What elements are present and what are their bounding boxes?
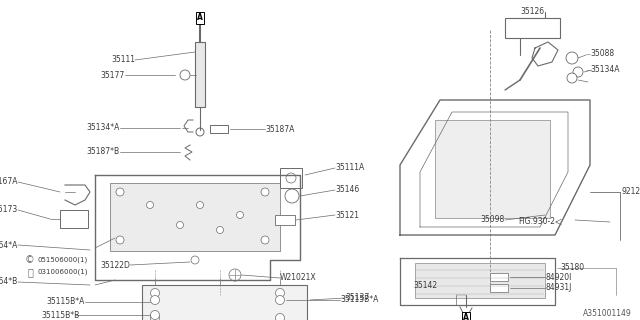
Circle shape — [150, 314, 159, 320]
Circle shape — [237, 212, 243, 219]
Text: A: A — [197, 13, 203, 22]
Circle shape — [216, 227, 223, 234]
Circle shape — [261, 188, 269, 196]
Text: 84920I: 84920I — [545, 273, 572, 282]
Bar — [505, 18, 560, 38]
Text: 35187A: 35187A — [265, 124, 294, 133]
Circle shape — [275, 289, 285, 298]
Circle shape — [150, 310, 159, 319]
Circle shape — [573, 67, 583, 77]
Text: 35098: 35098 — [481, 215, 505, 225]
Text: W21021X: W21021X — [280, 274, 317, 283]
Circle shape — [275, 314, 285, 320]
Circle shape — [286, 173, 296, 183]
Circle shape — [285, 189, 299, 203]
Bar — [490, 284, 508, 292]
Text: 051506000(1): 051506000(1) — [38, 257, 88, 263]
Circle shape — [150, 295, 159, 305]
Bar — [415, 263, 545, 298]
Text: 35121: 35121 — [335, 211, 359, 220]
Text: 35173: 35173 — [0, 205, 18, 214]
Text: ©: © — [25, 255, 35, 265]
Text: FIG.930-2: FIG.930-2 — [518, 218, 555, 227]
Text: 35167A: 35167A — [0, 178, 18, 187]
Bar — [435, 120, 550, 218]
Text: 92122C: 92122C — [622, 188, 640, 196]
Circle shape — [191, 256, 199, 264]
Circle shape — [196, 202, 204, 209]
Bar — [142, 285, 307, 320]
Text: 35126: 35126 — [520, 7, 544, 17]
Circle shape — [177, 221, 184, 228]
Circle shape — [147, 202, 154, 209]
Text: 35088: 35088 — [590, 50, 614, 59]
Circle shape — [180, 70, 190, 80]
Text: 84931J: 84931J — [545, 284, 572, 292]
Text: 35134A: 35134A — [590, 66, 620, 75]
Circle shape — [116, 188, 124, 196]
Text: 35177: 35177 — [100, 70, 125, 79]
Circle shape — [150, 289, 159, 298]
Text: 35122D: 35122D — [100, 260, 130, 269]
Circle shape — [229, 269, 241, 281]
Text: 35115B*B: 35115B*B — [42, 310, 80, 319]
Text: 031006000(1): 031006000(1) — [38, 269, 88, 275]
Text: Ⓜ: Ⓜ — [27, 267, 33, 277]
Circle shape — [566, 52, 578, 64]
Text: 35146: 35146 — [335, 186, 359, 195]
Text: 35134*A: 35134*A — [86, 124, 120, 132]
Text: A: A — [463, 314, 469, 320]
Text: 35115B*A: 35115B*A — [340, 295, 378, 305]
Bar — [210, 125, 228, 133]
Text: 35115B*A: 35115B*A — [47, 298, 85, 307]
Text: 35111: 35111 — [111, 55, 135, 65]
Circle shape — [261, 236, 269, 244]
Circle shape — [196, 128, 204, 136]
Circle shape — [275, 295, 285, 305]
Text: 35180: 35180 — [560, 263, 584, 273]
Bar — [490, 273, 508, 281]
Text: 35164*A: 35164*A — [0, 241, 18, 250]
Text: 35142: 35142 — [414, 281, 438, 290]
Circle shape — [116, 236, 124, 244]
Text: 35164*B: 35164*B — [0, 277, 18, 286]
Text: A351001149: A351001149 — [583, 309, 632, 318]
Bar — [195, 42, 205, 107]
Bar — [280, 168, 302, 188]
Text: 35111A: 35111A — [335, 164, 364, 172]
Circle shape — [567, 73, 577, 83]
Bar — [60, 210, 88, 228]
Bar — [275, 215, 295, 225]
Bar — [110, 183, 280, 251]
Text: 35137: 35137 — [345, 293, 369, 302]
Text: 35187*B: 35187*B — [87, 148, 120, 156]
